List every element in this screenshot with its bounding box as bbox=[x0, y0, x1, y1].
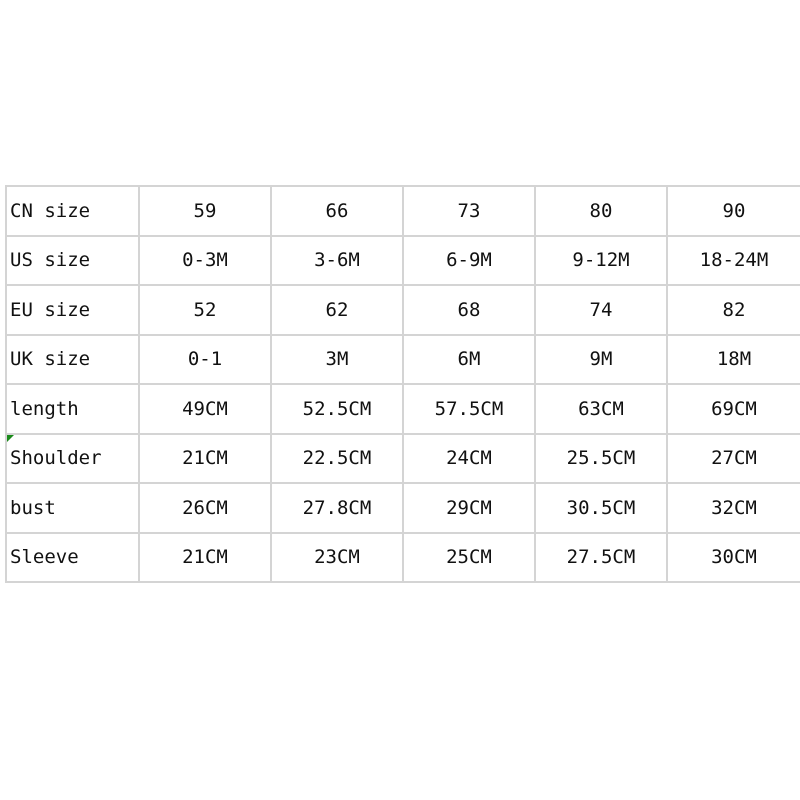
row-label-text: Shoulder bbox=[10, 447, 102, 470]
row-label-text: Sleeve bbox=[10, 546, 79, 569]
table-cell[interactable]: 18-24M bbox=[666, 234, 800, 286]
row-label[interactable]: Shoulder bbox=[5, 432, 140, 484]
table-cell[interactable]: 80 bbox=[534, 185, 668, 237]
table-cell[interactable]: 68 bbox=[402, 284, 536, 336]
table-cell[interactable]: 27.5CM bbox=[534, 531, 668, 583]
row-label-text: length bbox=[10, 397, 79, 420]
table-cell[interactable]: 6M bbox=[402, 333, 536, 385]
row-label-text: EU size bbox=[10, 298, 91, 321]
table-cell[interactable]: 25.5CM bbox=[534, 432, 668, 484]
table-cell[interactable]: 57.5CM bbox=[402, 383, 536, 435]
table-cell[interactable]: 27CM bbox=[666, 432, 800, 484]
table-row: Sleeve 21CM 23CM 25CM 27.5CM 30CM bbox=[5, 531, 800, 583]
table-cell[interactable]: 62 bbox=[270, 284, 404, 336]
table-row: length 49CM 52.5CM 57.5CM 63CM 69CM bbox=[5, 383, 800, 435]
table-cell[interactable]: 9M bbox=[534, 333, 668, 385]
table-cell[interactable]: 26CM bbox=[138, 482, 272, 534]
table-cell[interactable]: 66 bbox=[270, 185, 404, 237]
size-chart-table: CN size 59 66 73 80 90 US size 0-3M 3-6M 6-9M 9-12… bbox=[5, 185, 800, 583]
table-cell[interactable]: 21CM bbox=[138, 531, 272, 583]
table-cell[interactable]: 0-1 bbox=[138, 333, 272, 385]
comment-indicator-icon bbox=[7, 434, 14, 442]
table-cell[interactable]: 18M bbox=[666, 333, 800, 385]
table-cell[interactable]: 74 bbox=[534, 284, 668, 336]
table-row: bust 26CM 27.8CM 29CM 30.5CM 32CM bbox=[5, 482, 800, 534]
table-cell[interactable]: 3M bbox=[270, 333, 404, 385]
table-cell[interactable]: 52.5CM bbox=[270, 383, 404, 435]
table-cell[interactable]: 0-3M bbox=[138, 234, 272, 286]
table-cell[interactable]: 9-12M bbox=[534, 234, 668, 286]
table-cell[interactable]: 63CM bbox=[534, 383, 668, 435]
table-cell[interactable]: 3-6M bbox=[270, 234, 404, 286]
row-label[interactable]: bust bbox=[5, 482, 140, 534]
table-cell[interactable]: 27.8CM bbox=[270, 482, 404, 534]
table-cell[interactable]: 69CM bbox=[666, 383, 800, 435]
row-label[interactable]: EU size bbox=[5, 284, 140, 336]
table-cell[interactable]: 29CM bbox=[402, 482, 536, 534]
table-row: UK size 0-1 3M 6M 9M 18M bbox=[5, 333, 800, 385]
row-label-text: UK size bbox=[10, 348, 91, 371]
table-cell[interactable]: 82 bbox=[666, 284, 800, 336]
table-cell[interactable]: 24CM bbox=[402, 432, 536, 484]
row-label[interactable]: CN size bbox=[5, 185, 140, 237]
row-label[interactable]: Sleeve bbox=[5, 531, 140, 583]
table-cell[interactable]: 32CM bbox=[666, 482, 800, 534]
table-cell[interactable]: 52 bbox=[138, 284, 272, 336]
table-cell[interactable]: 21CM bbox=[138, 432, 272, 484]
table-cell[interactable]: 30.5CM bbox=[534, 482, 668, 534]
table-cell[interactable]: 90 bbox=[666, 185, 800, 237]
table-cell[interactable]: 6-9M bbox=[402, 234, 536, 286]
table-row: EU size 52 62 68 74 82 bbox=[5, 284, 800, 336]
table-cell[interactable]: 30CM bbox=[666, 531, 800, 583]
table-cell[interactable]: 49CM bbox=[138, 383, 272, 435]
table-row: US size 0-3M 3-6M 6-9M 9-12M 18-24M bbox=[5, 234, 800, 286]
table-cell[interactable]: 22.5CM bbox=[270, 432, 404, 484]
row-label-text: bust bbox=[10, 496, 56, 519]
row-label[interactable]: UK size bbox=[5, 333, 140, 385]
table-cell[interactable]: 59 bbox=[138, 185, 272, 237]
row-label[interactable]: US size bbox=[5, 234, 140, 286]
table-row: Shoulder 21CM 22.5CM 24CM 25.5CM 27CM bbox=[5, 432, 800, 484]
row-label[interactable]: length bbox=[5, 383, 140, 435]
table-cell[interactable]: 23CM bbox=[270, 531, 404, 583]
row-label-text: CN size bbox=[10, 199, 91, 222]
table-cell[interactable]: 25CM bbox=[402, 531, 536, 583]
row-label-text: US size bbox=[10, 249, 91, 272]
table-row: CN size 59 66 73 80 90 bbox=[5, 185, 800, 237]
table-cell[interactable]: 73 bbox=[402, 185, 536, 237]
